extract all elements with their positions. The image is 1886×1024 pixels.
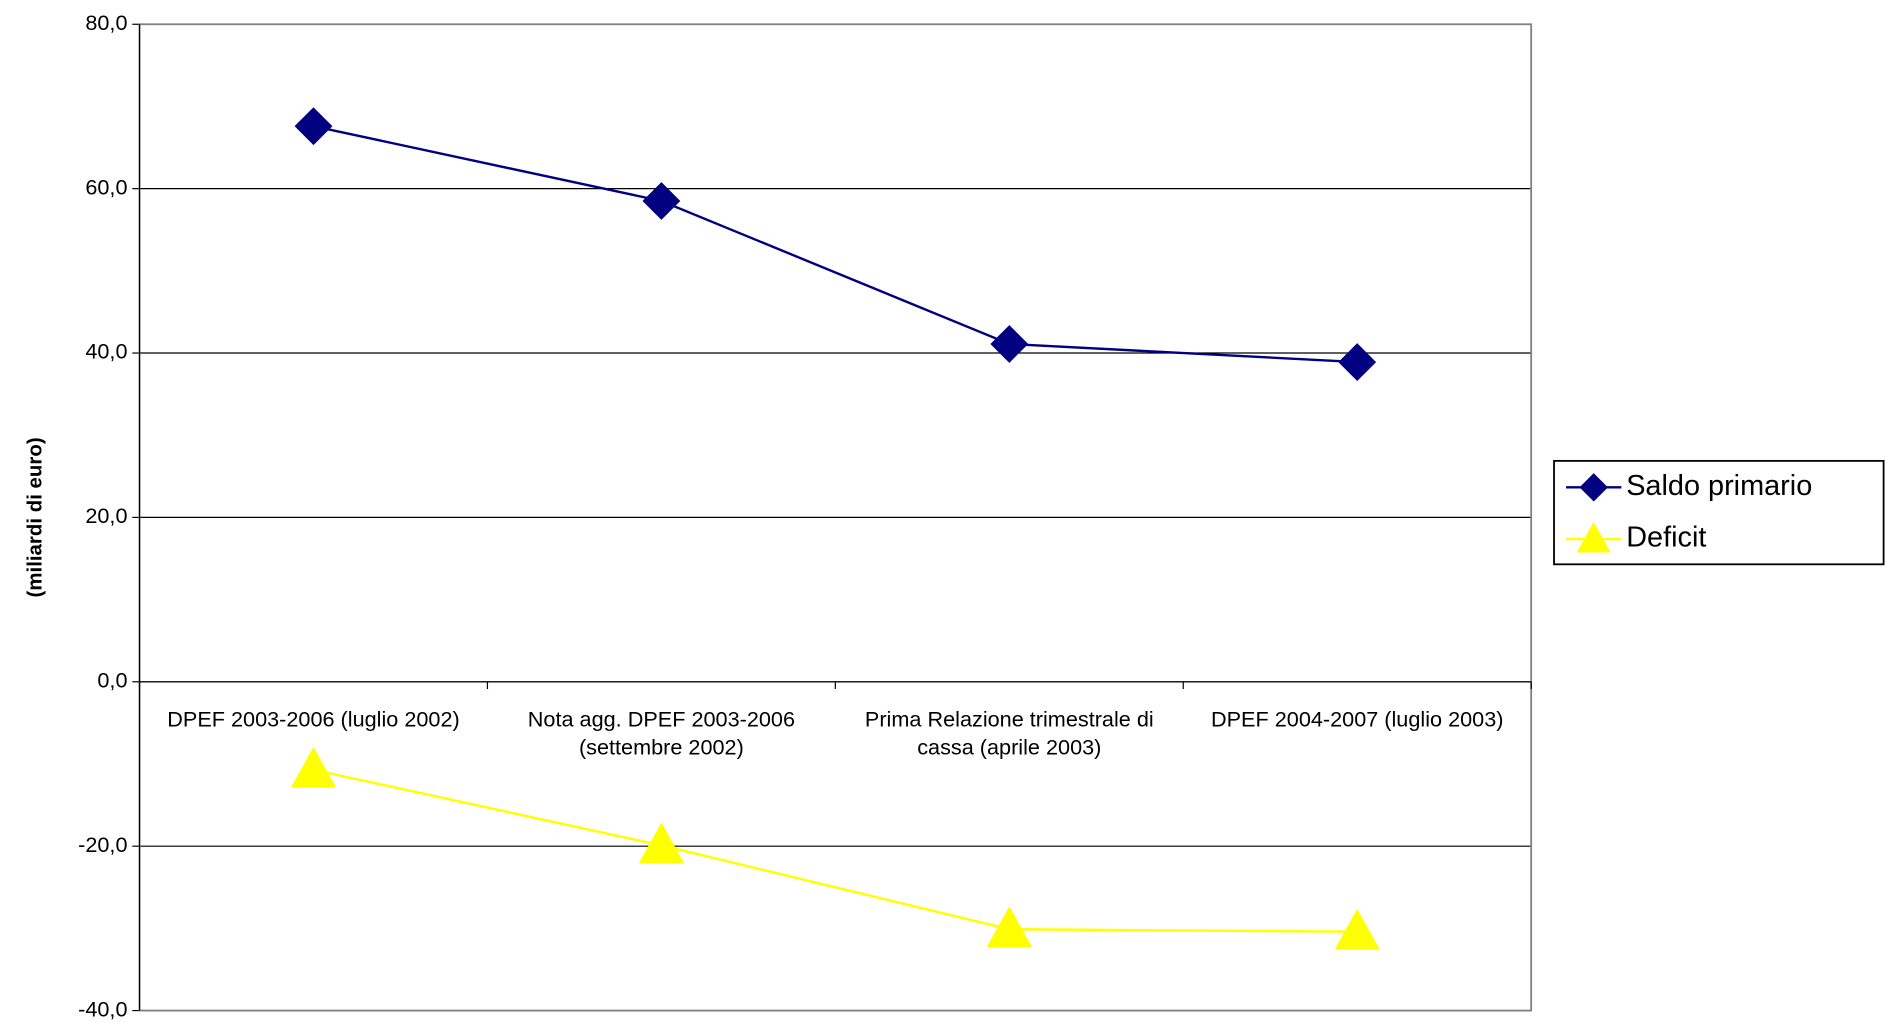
marker bbox=[290, 746, 337, 788]
legend-label: Saldo primario bbox=[1626, 470, 1812, 502]
series-line bbox=[313, 768, 1358, 933]
marker bbox=[990, 325, 1029, 363]
x-tick-label-box: Prima Relazione trimestrale di cassa (ap… bbox=[864, 707, 1154, 759]
x-tick-label: Nota agg. DPEF 2003-2006 (settembre 2002… bbox=[527, 707, 795, 759]
legend-marker bbox=[1579, 473, 1608, 502]
series-line bbox=[313, 125, 1358, 364]
x-tick-label-box: Nota agg. DPEF 2003-2006 (settembre 2002… bbox=[527, 707, 795, 759]
y-tick-label: -40,0 bbox=[78, 996, 127, 1021]
marker bbox=[294, 107, 333, 146]
y-tick-label: 0,0 bbox=[97, 668, 127, 693]
x-tick-label: Prima Relazione trimestrale di cassa (ap… bbox=[864, 707, 1154, 759]
y-tick-label: 80,0 bbox=[85, 10, 127, 35]
marker bbox=[642, 182, 681, 220]
x-tick-label-box: DPEF 2003-2006 (luglio 2002) bbox=[167, 707, 460, 732]
marker bbox=[1334, 908, 1380, 950]
y-axis-label: (miliardi di euro) bbox=[23, 437, 46, 597]
y-tick-label: 20,0 bbox=[85, 503, 127, 528]
y-tick-label: 60,0 bbox=[85, 174, 127, 199]
x-tick-label: DPEF 2003-2006 (luglio 2002) bbox=[167, 707, 460, 732]
legend-marker bbox=[1576, 521, 1611, 553]
marker bbox=[1338, 343, 1377, 381]
legend-label: Deficit bbox=[1626, 522, 1706, 554]
legend-box bbox=[1553, 459, 1885, 566]
y-tick-label: -20,0 bbox=[78, 832, 127, 857]
marker bbox=[986, 906, 1032, 948]
x-tick-label: DPEF 2004-2007 (luglio 2003) bbox=[1210, 707, 1504, 732]
y-tick-label: 40,0 bbox=[85, 339, 127, 364]
x-tick-label-box: DPEF 2004-2007 (luglio 2003) bbox=[1210, 707, 1504, 732]
marker bbox=[638, 822, 685, 864]
